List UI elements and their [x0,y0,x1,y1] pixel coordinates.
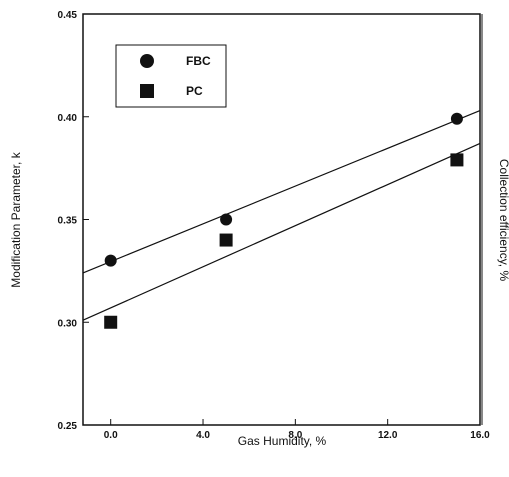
y-tick-label: 0.40 [58,113,78,124]
data-point-fbc [220,213,233,226]
data-point-pc [104,315,118,329]
x-tick-label: 4.0 [196,430,210,441]
y-axis-right-title: Collection efficiency, % [497,159,509,282]
plot-frame [82,13,481,426]
data-point-fbc [450,112,463,125]
x-tick-label: 8.0 [288,430,302,441]
x-tick-label: 12.0 [378,430,398,441]
legend-box [115,44,227,108]
data-point-fbc [104,254,117,267]
legend-label-fbc: FBC [186,54,211,68]
data-markers [104,112,464,329]
y-tick-label: 0.30 [58,318,78,329]
y-axis-ticks: 0.25 0.30 0.35 0.40 0.45 [58,10,89,432]
legend-square-marker [140,84,154,98]
legend-label-pc: PC [186,84,203,98]
x-axis-title: Gas Humidity, % [238,434,327,448]
y-tick-label: 0.45 [58,10,78,21]
x-tick-label: 0.0 [104,430,118,441]
y-tick-label: 0.25 [58,421,78,432]
legend-circle-marker [140,54,154,68]
fit-lines [82,110,481,321]
x-axis-ticks: 0.0 4.0 8.0 12.0 16.0 [104,419,490,441]
fit-line-pc [82,142,481,321]
x-tick-label: 16.0 [470,430,490,441]
y-axis-title: Modification Parameter, k [9,151,23,287]
fit-line-fbc [82,110,481,274]
data-point-pc [450,153,464,167]
y-tick-label: 0.35 [58,216,78,227]
legend: FBC PC [115,44,227,108]
data-point-pc [219,233,233,247]
